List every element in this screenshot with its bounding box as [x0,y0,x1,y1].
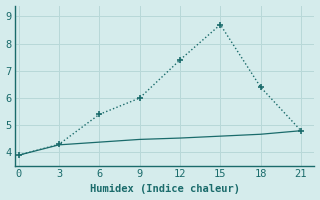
X-axis label: Humidex (Indice chaleur): Humidex (Indice chaleur) [90,184,239,194]
